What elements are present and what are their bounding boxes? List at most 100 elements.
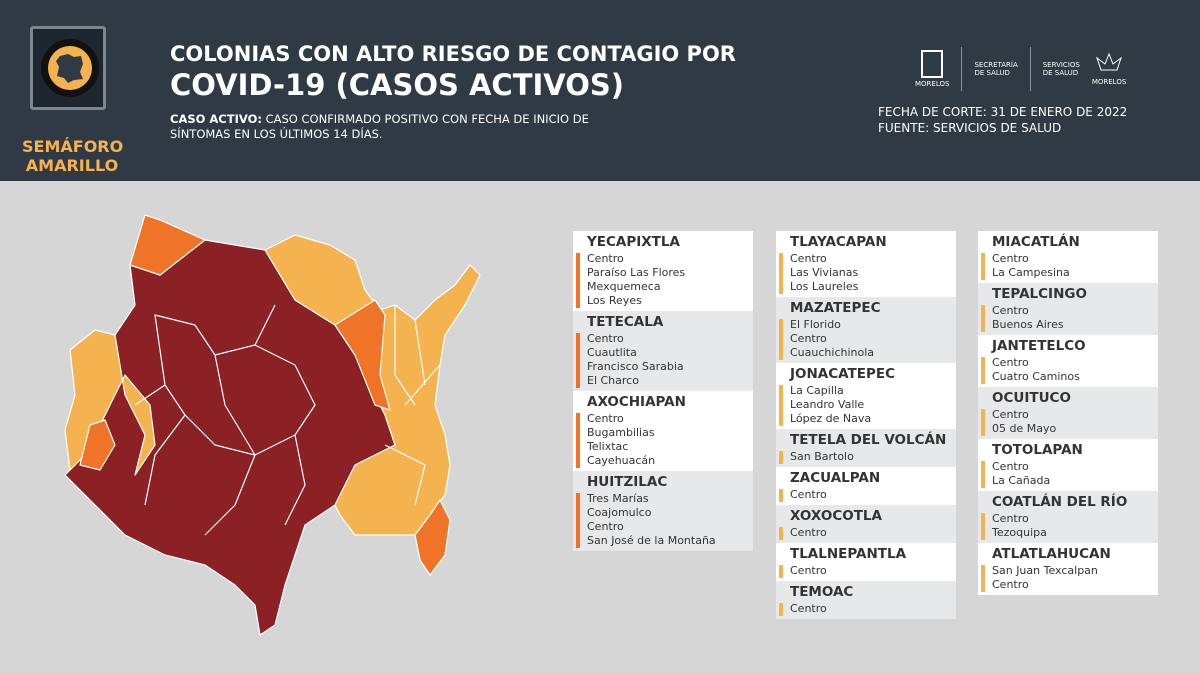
risk-color-bar — [779, 489, 783, 502]
municipality-name: OCUITUCO — [992, 390, 1071, 406]
municipality-entry: TETECALA Centro Cuautlita Francisco Sarabia… — [573, 311, 753, 391]
risk-color-bar — [779, 319, 783, 360]
municipality-column: TLAYACAPAN Centro Las Vivianas Los Laureles… — [776, 231, 956, 619]
colonia-item: Centro — [587, 332, 624, 345]
municipality-name: AXOCHIAPAN — [587, 394, 686, 410]
municipality-name: TEMOAC — [790, 584, 854, 600]
colonia-item: Centro — [790, 564, 827, 577]
municipality-name: COATLÁN DEL RÍO — [992, 494, 1128, 510]
colonia-item: Centro — [992, 304, 1029, 317]
municipality-name: ATLATLAHUCAN — [992, 546, 1111, 562]
municipality-entry: ZACUALPAN Centro — [776, 467, 956, 505]
municipality-entry: ATLATLAHUCAN San Juan Texcalpan Centro — [978, 543, 1158, 595]
colonia-item: Cuautlita — [587, 346, 637, 359]
municipality-name: TOTOLAPAN — [992, 442, 1083, 458]
risk-color-bar — [779, 451, 783, 464]
risk-color-bar — [779, 565, 783, 578]
colonia-item: 05 de Mayo — [992, 422, 1057, 435]
municipality-name: YECAPIXTLA — [587, 234, 680, 250]
risk-color-bar — [981, 513, 985, 540]
municipality-entry: YECAPIXTLA Centro Paraíso Las Flores Mexque… — [573, 231, 753, 311]
morelos-logo-text: MORELOS — [915, 80, 950, 88]
colonia-item: Tezoquipa — [992, 526, 1047, 539]
colonia-item: Centro — [587, 520, 624, 533]
logos: MORELOS SECRETARÍA DE SALUD SERVICIOS DE S… — [915, 44, 1126, 94]
municipality-name: ZACUALPAN — [790, 470, 881, 486]
colonia-item: Centro — [790, 332, 827, 345]
risk-color-bar — [981, 357, 985, 384]
colonia-item: Leandro Valle — [790, 398, 865, 411]
municipality-entry: AXOCHIAPAN Centro Bugambilias Telixtac Cayeh… — [573, 391, 753, 471]
municipality-name: XOXOCOTLA — [790, 508, 882, 524]
colonia-item: Centro — [790, 252, 827, 265]
colonia-item: Centro — [992, 408, 1029, 421]
colonia-item: Coajomulco — [587, 506, 652, 519]
colonia-item: López de Nava — [790, 412, 872, 425]
map-region-orange-west — [79, 419, 116, 471]
colonia-item: Centro — [992, 356, 1029, 369]
risk-color-bar — [981, 305, 985, 332]
morelos-map — [64, 214, 481, 636]
page-title-line1: COLONIAS CON ALTO RIESGO DE CONTAGIO POR — [170, 42, 736, 66]
colonia-item: Buenos Aires — [992, 318, 1064, 331]
colonia-item: Bugambilias — [587, 426, 655, 439]
colonia-item: La Capilla — [790, 384, 844, 397]
municipality-name: MIACATLÁN — [992, 234, 1080, 250]
colonia-item: El Florido — [790, 318, 841, 331]
semaforo-badge-icon — [30, 26, 106, 110]
municipality-name: TLAYACAPAN — [790, 234, 887, 250]
municipality-entry: TEMOAC Centro — [776, 581, 956, 619]
colonia-item: Los Laureles — [790, 280, 859, 293]
municipality-column: YECAPIXTLA Centro Paraíso Las Flores Mexque… — [573, 231, 753, 551]
municipality-name: TETECALA — [587, 314, 664, 330]
definition-label: CASO ACTIVO: — [170, 112, 262, 126]
morelos-gov-text: MORELOS — [1091, 78, 1127, 86]
colonia-item: Centro — [587, 252, 624, 265]
municipality-name: TETELA DEL VOLCÁN — [790, 432, 947, 448]
colonia-item: Centro — [587, 412, 624, 425]
municipality-name: MAZATEPEC — [790, 300, 881, 316]
map-region-orange-east — [334, 299, 391, 411]
metadata: FECHA DE CORTE: 31 DE ENERO DE 2022 FUEN… — [878, 104, 1127, 136]
semaforo-label: SEMÁFORO AMARILLO — [22, 137, 124, 175]
map-region-orange-southeast — [414, 499, 451, 576]
municipality-entry: JANTETELCO Centro Cuatro Caminos — [978, 335, 1158, 387]
colonia-item: Mexquemeca — [587, 280, 661, 293]
colonia-item: Cuatro Caminos — [992, 370, 1080, 383]
colonia-item: Centro — [992, 460, 1029, 473]
colonia-item: Centro — [992, 578, 1029, 591]
colonia-item: San Bartolo — [790, 450, 854, 463]
colonia-item: Cayehuacán — [587, 454, 656, 467]
municipality-entry: XOXOCOTLA Centro — [776, 505, 956, 543]
municipality-entry: JONACATEPEC La Capilla Leandro Valle López … — [776, 363, 956, 429]
semaforo-line2: AMARILLO — [25, 156, 119, 175]
municipality-entry: MAZATEPEC El Florido Centro Cuauchichinola — [776, 297, 956, 363]
colonia-item: Francisco Sarabia — [587, 360, 684, 373]
colonia-item: Paraíso Las Flores — [587, 266, 686, 279]
municipality-entry: TOTOLAPAN Centro La Cañada — [978, 439, 1158, 491]
colonia-item: Centro — [790, 602, 827, 615]
page-title-line2: COVID-19 (CASOS ACTIVOS) — [170, 68, 625, 102]
definition-text: CASO CONFIRMADO POSITIVO CON FECHA DE IN… — [170, 112, 589, 141]
colonia-item: San Juan Texcalpan — [992, 564, 1098, 577]
semaforo-line1: SEMÁFORO — [22, 137, 124, 156]
colonia-item: Telixtac — [587, 440, 629, 453]
risk-color-bar — [576, 333, 580, 388]
colonia-item: La Campesina — [992, 266, 1070, 279]
risk-color-bar — [981, 253, 985, 280]
coat-of-arms-icon — [921, 50, 944, 78]
morelos-gov-logo: MORELOS — [1092, 52, 1126, 86]
flower-icon — [1096, 52, 1123, 71]
risk-color-bar — [779, 253, 783, 294]
colonia-item: El Charco — [587, 374, 639, 387]
municipality-entry: OCUITUCO Centro 05 de Mayo — [978, 387, 1158, 439]
municipality-entry: TEPALCINGO Centro Buenos Aires — [978, 283, 1158, 335]
colonia-item: Tres Marías — [587, 492, 649, 505]
morelos-logo: MORELOS — [915, 50, 949, 88]
municipality-name: JANTETELCO — [992, 338, 1086, 354]
risk-color-bar — [779, 385, 783, 426]
colonia-item: San José de la Montaña — [587, 534, 716, 547]
municipality-entry: TETELA DEL VOLCÁN San Bartolo — [776, 429, 956, 467]
municipality-entry: HUITZILAC Tres Marías Coajomulco Centro San … — [573, 471, 753, 551]
colonia-item: Centro — [992, 512, 1029, 525]
